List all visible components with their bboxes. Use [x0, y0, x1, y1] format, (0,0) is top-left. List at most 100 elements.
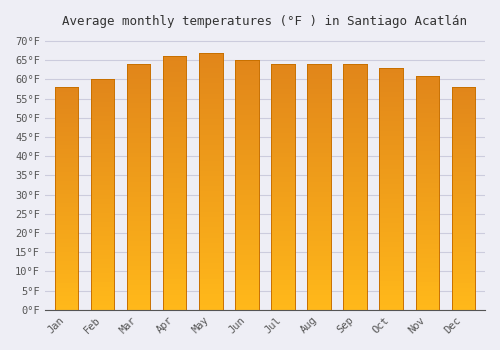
- Bar: [55, 190, 78, 194]
- Bar: [452, 190, 475, 194]
- Bar: [380, 111, 403, 116]
- Bar: [127, 197, 150, 202]
- Bar: [235, 130, 258, 135]
- Bar: [380, 155, 403, 160]
- Bar: [344, 211, 367, 216]
- Bar: [91, 79, 114, 84]
- Bar: [127, 295, 150, 300]
- Bar: [271, 221, 294, 226]
- Bar: [416, 258, 439, 263]
- Bar: [199, 238, 222, 243]
- Bar: [163, 142, 186, 148]
- Bar: [55, 270, 78, 274]
- Bar: [55, 100, 78, 105]
- Bar: [380, 223, 403, 228]
- Bar: [91, 153, 114, 158]
- Bar: [199, 135, 222, 140]
- Bar: [91, 301, 114, 305]
- Bar: [380, 218, 403, 223]
- Bar: [235, 285, 258, 290]
- Bar: [271, 162, 294, 167]
- Bar: [271, 236, 294, 241]
- Bar: [452, 288, 475, 292]
- Bar: [308, 300, 331, 305]
- Bar: [199, 52, 222, 58]
- Bar: [91, 107, 114, 112]
- Bar: [199, 109, 222, 114]
- Bar: [416, 122, 439, 127]
- Bar: [91, 121, 114, 126]
- Bar: [344, 295, 367, 300]
- Bar: [416, 150, 439, 155]
- Bar: [344, 89, 367, 93]
- Bar: [380, 257, 403, 261]
- Bar: [127, 177, 150, 182]
- Bar: [55, 114, 78, 118]
- Bar: [380, 213, 403, 218]
- Bar: [416, 174, 439, 178]
- Bar: [163, 224, 186, 229]
- Bar: [235, 125, 258, 130]
- Bar: [308, 118, 331, 123]
- Bar: [271, 241, 294, 246]
- Bar: [55, 109, 78, 114]
- Bar: [91, 190, 114, 195]
- Bar: [452, 279, 475, 283]
- Bar: [344, 84, 367, 89]
- Bar: [416, 211, 439, 216]
- Bar: [91, 93, 114, 98]
- Bar: [452, 252, 475, 256]
- Bar: [344, 226, 367, 231]
- Bar: [344, 251, 367, 256]
- Bar: [308, 271, 331, 275]
- Bar: [91, 84, 114, 89]
- Bar: [344, 138, 367, 143]
- Bar: [380, 102, 403, 107]
- Bar: [163, 269, 186, 274]
- Bar: [91, 89, 114, 93]
- Bar: [416, 272, 439, 277]
- Bar: [127, 236, 150, 241]
- Bar: [308, 172, 331, 177]
- Bar: [163, 72, 186, 77]
- Bar: [452, 305, 475, 310]
- Bar: [127, 305, 150, 310]
- Bar: [452, 127, 475, 132]
- Bar: [416, 188, 439, 193]
- Bar: [416, 235, 439, 239]
- Bar: [163, 234, 186, 239]
- Bar: [235, 105, 258, 110]
- Bar: [380, 305, 403, 310]
- Bar: [344, 113, 367, 118]
- Bar: [127, 271, 150, 275]
- Bar: [344, 177, 367, 182]
- Bar: [308, 305, 331, 310]
- Bar: [91, 278, 114, 282]
- Bar: [235, 85, 258, 90]
- Bar: [416, 216, 439, 221]
- Bar: [380, 198, 403, 203]
- Bar: [235, 215, 258, 220]
- Bar: [163, 203, 186, 209]
- Bar: [308, 261, 331, 266]
- Title: Average monthly temperatures (°F ) in Santiago Acatlán: Average monthly temperatures (°F ) in Sa…: [62, 15, 468, 28]
- Bar: [380, 150, 403, 155]
- Bar: [416, 230, 439, 235]
- Bar: [344, 192, 367, 197]
- Bar: [380, 286, 403, 290]
- Bar: [199, 284, 222, 289]
- Bar: [127, 167, 150, 172]
- Bar: [127, 118, 150, 123]
- Bar: [380, 97, 403, 102]
- Bar: [235, 145, 258, 150]
- Bar: [127, 300, 150, 305]
- Bar: [91, 245, 114, 250]
- Bar: [199, 140, 222, 145]
- Bar: [199, 171, 222, 176]
- Bar: [55, 194, 78, 198]
- Bar: [127, 192, 150, 197]
- Bar: [199, 289, 222, 294]
- Bar: [163, 112, 186, 117]
- Bar: [163, 305, 186, 310]
- Bar: [55, 283, 78, 288]
